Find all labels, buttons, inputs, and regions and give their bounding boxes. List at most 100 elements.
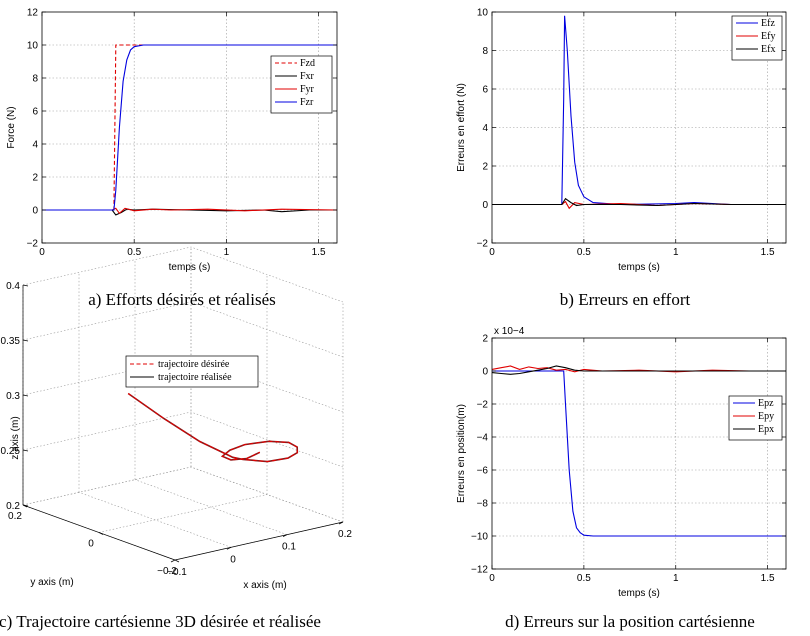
series-line-epx bbox=[491, 365, 786, 375]
grid-line-wall bbox=[190, 411, 344, 468]
z-tick-label: 0.3 bbox=[6, 391, 20, 402]
y-axis-label: Erreurs en position(m) bbox=[456, 404, 467, 503]
y-tick-label: 2 bbox=[482, 162, 488, 173]
z-tick-label: 0.4 bbox=[6, 281, 20, 292]
grid-line-wall bbox=[22, 411, 192, 451]
z-tick-label: 0.2 bbox=[6, 501, 20, 512]
plot-frame bbox=[491, 337, 787, 570]
legend-label: Efz bbox=[761, 18, 775, 29]
grid-line-wall bbox=[190, 356, 344, 413]
caption-b: b) Erreurs en effort bbox=[560, 290, 691, 309]
legend-box bbox=[270, 55, 333, 114]
x-tick-label: 1 bbox=[224, 247, 230, 258]
x-axis-label: temps (s) bbox=[618, 262, 660, 273]
y-tick-label: 0 bbox=[482, 367, 488, 378]
legend-label: Efx bbox=[761, 44, 775, 55]
grid-line-wall bbox=[22, 301, 192, 341]
y-tick-label: 6 bbox=[32, 107, 38, 118]
y-tick-label: 0 bbox=[482, 200, 488, 211]
x-tick-label: 0.1 bbox=[282, 542, 296, 553]
x-tick-mark bbox=[226, 547, 232, 550]
z-tick-mark bbox=[22, 284, 29, 287]
x-axis-label: temps (s) bbox=[618, 588, 660, 599]
x-tick-label: 1.5 bbox=[761, 573, 775, 584]
y-tick-label: 10 bbox=[27, 41, 39, 52]
x-tick-label: 0 bbox=[230, 554, 236, 565]
legend-label: Epy bbox=[758, 411, 774, 422]
y-tick-label: 6 bbox=[482, 85, 488, 96]
series-line-efz bbox=[492, 15, 786, 206]
x-tick-label: 0.5 bbox=[577, 573, 591, 584]
y-axis-label: Erreurs en effort (N) bbox=[456, 83, 467, 172]
x-tick-label: 0.5 bbox=[577, 247, 591, 258]
caption-d: d) Erreurs sur la position cartésienne bbox=[505, 612, 755, 631]
grid-line-wall bbox=[190, 301, 344, 358]
x-tick-label: 0 bbox=[39, 247, 45, 258]
x-tick-label: 0 bbox=[489, 573, 495, 584]
x-tick-label: 0.2 bbox=[338, 529, 352, 540]
series-line-epz bbox=[492, 370, 786, 537]
y-tick-label: 10 bbox=[477, 8, 489, 19]
y-tick-label: −2 bbox=[477, 400, 489, 411]
legend-label: Efy bbox=[761, 31, 775, 42]
x-tick-label: 0.5 bbox=[127, 247, 141, 258]
y-tick-label: −2 bbox=[477, 239, 489, 250]
y-tick-label: −12 bbox=[471, 565, 488, 576]
y-tick-label: 2 bbox=[482, 334, 488, 345]
x-tick-label: 1 bbox=[673, 573, 679, 584]
x-tick-label: −0.1 bbox=[167, 567, 187, 578]
y-tick-label: 8 bbox=[482, 46, 488, 57]
series-line-realized bbox=[127, 392, 299, 463]
panel-d: 0 0.5 1 1.5 −12 −10 −8 −6 −4 −2 0 2 temps (s) Erreurs… bbox=[456, 326, 787, 599]
series-line-fzr bbox=[42, 44, 337, 211]
y-tick-label: 4 bbox=[482, 123, 488, 134]
x-tick-mark bbox=[338, 521, 344, 525]
y-tick-label: −2 bbox=[27, 239, 39, 250]
y-tick-label: 8 bbox=[32, 74, 38, 85]
series-line-efx bbox=[492, 197, 786, 207]
y-tick-label: −4 bbox=[477, 433, 489, 444]
z-tick-mark bbox=[22, 449, 29, 452]
caption-c: c) Trajectoire cartésienne 3D désirée et… bbox=[0, 612, 321, 631]
x-tick-label: 1.5 bbox=[312, 247, 326, 258]
legend-label: Epz bbox=[758, 398, 774, 409]
z-tick-mark bbox=[22, 504, 29, 507]
y-axis-label: y axis (m) bbox=[30, 577, 73, 588]
legend-label: Fyr bbox=[300, 84, 315, 95]
x-tick-mark bbox=[170, 559, 176, 563]
grid-line-floor bbox=[98, 494, 268, 533]
caption-a: a) Efforts désirés et réalisés bbox=[88, 290, 276, 309]
z-tick-mark bbox=[22, 339, 29, 342]
grid-line-wall bbox=[190, 466, 344, 523]
y-scale-label: x 10−4 bbox=[494, 326, 525, 337]
x-axis-line bbox=[174, 521, 344, 561]
x-axis-label: temps (s) bbox=[169, 262, 211, 273]
legend-label: Fzr bbox=[300, 97, 314, 108]
y-tick-label: 2 bbox=[32, 173, 38, 184]
y-tick-mark bbox=[98, 532, 104, 535]
z-tick-label: 0.35 bbox=[1, 336, 21, 347]
x-tick-label: 1 bbox=[673, 247, 679, 258]
grid-line-wall bbox=[190, 246, 344, 303]
y-tick-label: 12 bbox=[27, 8, 39, 19]
y-axis-label: Force (N) bbox=[6, 106, 17, 148]
x-tick-mark bbox=[282, 534, 288, 537]
plot-frame bbox=[41, 11, 338, 244]
legend-label: Fzd bbox=[300, 58, 315, 69]
grid-line-wall bbox=[22, 246, 192, 286]
y-tick-label: −6 bbox=[477, 466, 489, 477]
legend-box bbox=[125, 355, 259, 388]
legend-label: Epx bbox=[758, 424, 774, 435]
y-tick-label: −10 bbox=[471, 532, 488, 543]
x-tick-label: 0 bbox=[489, 247, 495, 258]
series-line-desired bbox=[127, 393, 298, 463]
series-line-fyr bbox=[42, 207, 338, 215]
grid-line-floor bbox=[134, 479, 288, 535]
x-axis-label: x axis (m) bbox=[243, 580, 286, 591]
y-tick-mark bbox=[174, 559, 180, 563]
legend-label: trajectoire désirée bbox=[158, 359, 230, 370]
y-tick-label: 4 bbox=[32, 140, 38, 151]
grid-line-wall bbox=[22, 466, 192, 506]
